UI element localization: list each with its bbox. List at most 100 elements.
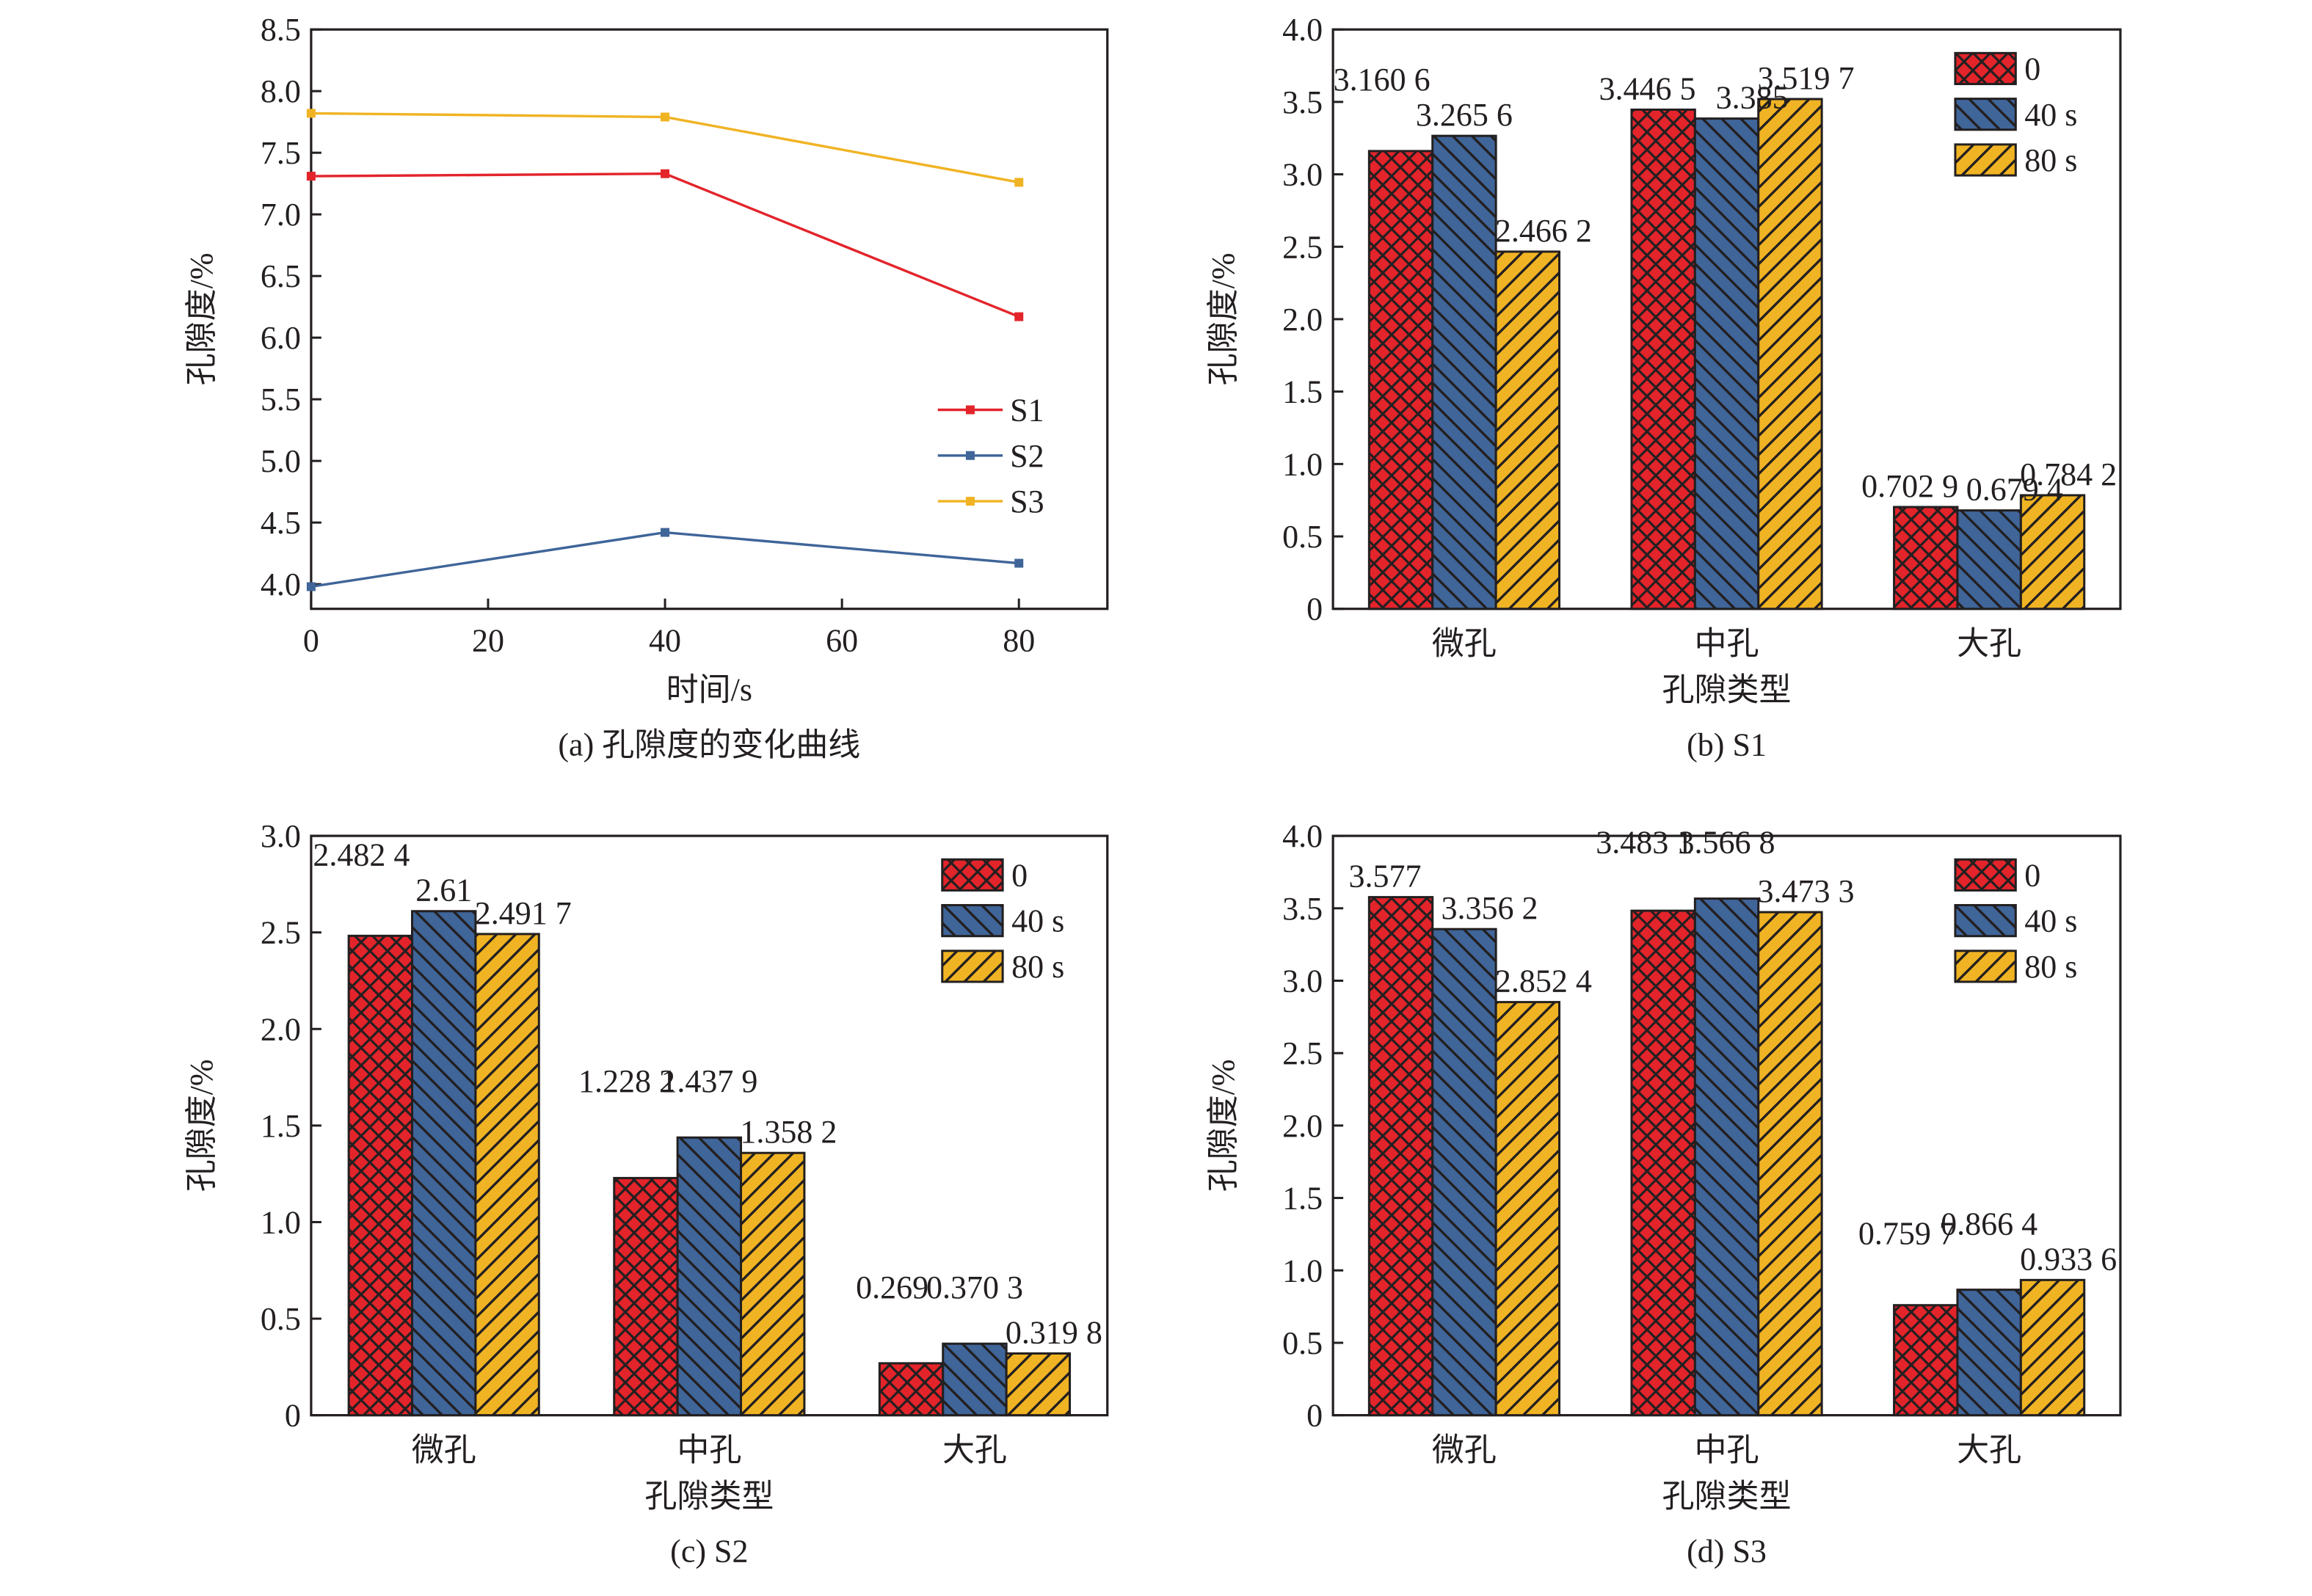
panel-caption: (d) S3 bbox=[1687, 1534, 1767, 1570]
data-label: 0.866 4 bbox=[1941, 1206, 2037, 1242]
legend-swatch-80s bbox=[1954, 950, 2017, 983]
x-category-label: 微孔 bbox=[412, 1432, 476, 1468]
legend-label: S2 bbox=[1010, 438, 1044, 474]
y-tick-label: 0 bbox=[1306, 591, 1323, 627]
panel-caption: (c) S2 bbox=[670, 1534, 748, 1570]
legend-swatch-0 bbox=[1954, 858, 2017, 892]
data-label: 1.228 2 bbox=[578, 1063, 675, 1099]
x-axis-title: 孔隙类型 bbox=[1662, 1479, 1792, 1515]
data-label: 0.679 4 bbox=[1966, 472, 2063, 508]
y-tick-label: 2.5 bbox=[1282, 1035, 1323, 1071]
legend-swatch-40s bbox=[941, 904, 1004, 938]
y-axis-title: 孔隙度/% bbox=[183, 1059, 219, 1192]
data-label: 0.269 bbox=[856, 1269, 928, 1305]
bar-0-1 bbox=[1630, 108, 1696, 611]
legend-swatch-80s bbox=[941, 950, 1004, 983]
x-tick-label: 40 bbox=[649, 623, 681, 659]
data-point-s3 bbox=[661, 112, 670, 122]
y-tick-label: 2.5 bbox=[1282, 229, 1323, 265]
y-tick-label: 8.0 bbox=[261, 73, 301, 109]
y-tick-label: 2.0 bbox=[1282, 302, 1323, 338]
y-tick-label: 0 bbox=[285, 1398, 301, 1434]
legend-marker-s1 bbox=[965, 405, 975, 415]
data-label: 3.566 8 bbox=[1679, 825, 1775, 861]
y-tick-label: 1.0 bbox=[1282, 446, 1323, 482]
bar-40s-2 bbox=[1956, 1289, 2022, 1417]
x-category-label: 大孔 bbox=[1957, 1432, 2021, 1468]
legend-label: 0 bbox=[2024, 51, 2040, 87]
bar-40s-0 bbox=[411, 910, 477, 1417]
bar-0-1 bbox=[1630, 909, 1696, 1417]
legend-label: 40 s bbox=[2024, 97, 2077, 133]
bar-40s-1 bbox=[1693, 897, 1760, 1417]
y-tick-label: 6.0 bbox=[261, 320, 301, 356]
legend-label: 80 s bbox=[2024, 142, 2077, 178]
bar-80s-1 bbox=[740, 1151, 806, 1417]
data-label: 0.370 3 bbox=[926, 1269, 1023, 1305]
bar-80s-2 bbox=[2019, 1278, 2086, 1417]
y-tick-label: 1.0 bbox=[261, 1204, 301, 1240]
y-tick-label: 5.5 bbox=[261, 382, 301, 418]
y-tick-label: 3.0 bbox=[1282, 963, 1323, 999]
bar-40s-2 bbox=[942, 1342, 1008, 1417]
panel-d-bar-chart-s3: 0 0.5 1.0 1.5 2.0 2.5 3.0 3.5 4.0 孔隙度/% 孔隙类型 (d) S3… bbox=[1205, 818, 2122, 1570]
data-label: 3.483 1 bbox=[1596, 825, 1693, 861]
y-tick-label: 2.0 bbox=[261, 1011, 301, 1047]
plot-frame bbox=[310, 28, 1109, 611]
bar-0-2 bbox=[1893, 1304, 1959, 1417]
panel-caption: (a) 孔隙度的变化曲线 bbox=[558, 727, 860, 763]
data-point-s3 bbox=[1014, 178, 1024, 187]
data-point-s3 bbox=[306, 109, 316, 118]
data-label: 2.466 2 bbox=[1495, 213, 1592, 249]
data-label: 3.577 bbox=[1348, 859, 1421, 894]
panel-c-bar-chart-s2: 0 0.5 1.0 1.5 2.0 2.5 3.0 孔隙度/% 孔隙类型 (c) S2 微孔 2.48… bbox=[183, 818, 1109, 1570]
data-label: 3.385 bbox=[1716, 80, 1789, 116]
data-label: 2.491 7 bbox=[475, 895, 572, 931]
data-label: 3.356 2 bbox=[1441, 890, 1538, 926]
y-axis-title: 孔隙度/% bbox=[1205, 253, 1241, 386]
legend-marker-s3 bbox=[965, 497, 975, 506]
y-tick-label: 1.5 bbox=[261, 1108, 301, 1144]
y-axis-title: 孔隙度/% bbox=[183, 253, 219, 386]
series-line-s1 bbox=[310, 172, 1019, 318]
x-axis-title: 时间/s bbox=[666, 672, 752, 708]
legend-label: 0 bbox=[2024, 857, 2040, 893]
data-label: 3.473 3 bbox=[1758, 873, 1855, 909]
y-tick-label: 2.0 bbox=[1282, 1108, 1323, 1144]
data-label: 0.933 6 bbox=[2020, 1241, 2117, 1277]
data-label: 2.852 4 bbox=[1495, 963, 1592, 999]
data-point-s2 bbox=[661, 528, 670, 537]
bar-0-0 bbox=[347, 934, 414, 1417]
legend-swatch-0 bbox=[941, 858, 1004, 892]
data-label: 0.702 9 bbox=[1861, 468, 1958, 504]
y-tick-label: 4.0 bbox=[1282, 12, 1323, 48]
bar-40s-0 bbox=[1431, 928, 1497, 1417]
bar-80s-1 bbox=[1757, 911, 1823, 1417]
panel-caption: (b) S1 bbox=[1687, 727, 1767, 763]
legend-swatch-0 bbox=[1954, 51, 2017, 86]
x-tick-label: 80 bbox=[1003, 623, 1035, 659]
x-tick-label: 20 bbox=[472, 623, 504, 659]
bar-80s-0 bbox=[1494, 1001, 1561, 1417]
x-category-label: 微孔 bbox=[1432, 626, 1497, 662]
data-point-s2 bbox=[1014, 558, 1024, 568]
legend-label: 0 bbox=[1011, 857, 1028, 893]
bar-80s-0 bbox=[474, 933, 540, 1417]
x-category-label: 中孔 bbox=[1695, 1432, 1759, 1468]
legend-label: S3 bbox=[1010, 484, 1044, 520]
panel-b-bar-chart-s1: 0 0.5 1.0 1.5 2.0 2.5 3.0 3.5 4.0 孔隙度/% 孔隙类型 (b) S1… bbox=[1205, 12, 2122, 763]
y-tick-label: 7.5 bbox=[261, 135, 301, 171]
y-tick-label: 0.5 bbox=[1282, 1325, 1323, 1361]
data-label: 0.319 8 bbox=[1006, 1314, 1102, 1350]
data-label: 3.265 6 bbox=[1416, 97, 1513, 133]
bar-40s-2 bbox=[1956, 509, 2022, 611]
bar-40s-1 bbox=[676, 1136, 743, 1417]
y-tick-label: 8.5 bbox=[261, 12, 301, 48]
x-axis-title: 孔隙类型 bbox=[644, 1479, 774, 1515]
y-tick-label: 3.0 bbox=[1282, 157, 1323, 193]
y-tick-label: 0.5 bbox=[1282, 519, 1323, 555]
y-tick-label: 0.5 bbox=[261, 1301, 301, 1337]
x-category-label: 中孔 bbox=[677, 1432, 741, 1468]
y-tick-label: 7.0 bbox=[261, 197, 301, 233]
